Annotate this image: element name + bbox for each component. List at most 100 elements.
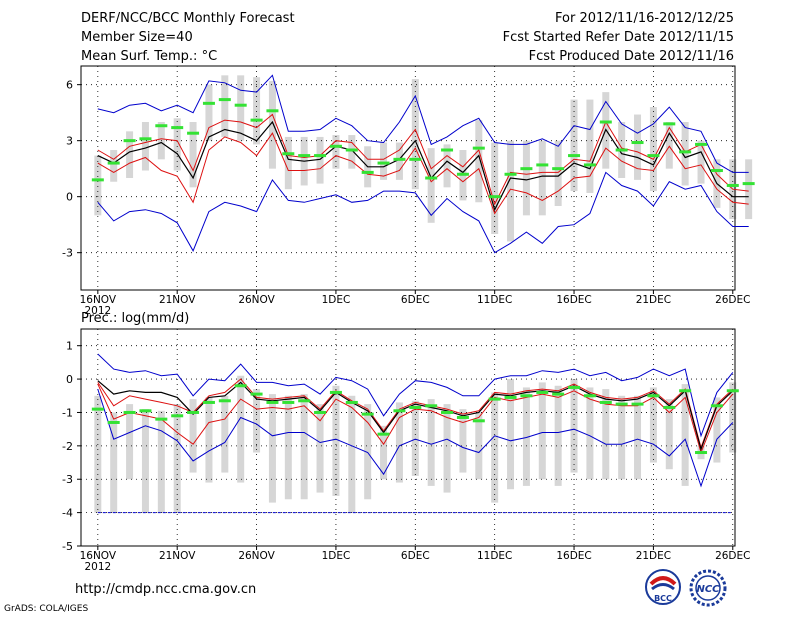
spread-bar [300, 394, 308, 500]
spread-bar [507, 379, 515, 490]
x-year-label: 2012 [84, 305, 111, 317]
spread-bar [157, 410, 165, 513]
spread-bar [332, 385, 340, 496]
source-url[interactable]: http://cmdp.ncc.cma.gov.cn [75, 582, 257, 597]
svg-text:NCC: NCC [696, 584, 720, 595]
x-tick-label: 6DEC [401, 550, 430, 562]
spread-bar [586, 99, 594, 193]
ensemble-mean-line [97, 120, 749, 212]
spread-bar [554, 385, 562, 486]
lower-line [97, 383, 734, 455]
spread-bar [459, 409, 467, 473]
x-tick-label: 11DEC [477, 550, 512, 562]
y-tick-label: 1 [66, 340, 73, 353]
x-year-label: 2012 [84, 561, 111, 573]
spread-bar [395, 402, 403, 483]
x-tick-label: 1DEC [322, 550, 351, 562]
bcc-logo: BCC [645, 569, 681, 605]
x-tick-label: 21NOV [159, 550, 196, 562]
y-tick-label: 0 [66, 191, 73, 204]
y-tick-label: -4 [62, 507, 73, 520]
spread-bar [380, 425, 388, 480]
spread-bar [443, 404, 451, 493]
spread-bar [538, 382, 546, 480]
spread-bar [221, 75, 229, 137]
y-tick-label: 0 [66, 373, 73, 386]
spread-bar [697, 140, 705, 184]
spread-bar [491, 142, 499, 234]
spread-bar [522, 140, 530, 216]
spread-bar [713, 397, 721, 463]
spread-bar [189, 122, 197, 188]
spread-bar [491, 392, 499, 503]
spread-bar [237, 375, 245, 483]
spread-bar [602, 389, 610, 480]
grads-credit: GrADS: COLA/IGES [4, 604, 89, 614]
spread-bar [570, 379, 578, 473]
spread-bar [348, 135, 356, 169]
spread-bar [189, 399, 197, 473]
y-tick-label: -3 [62, 473, 73, 486]
y-tick-label: 3 [66, 135, 73, 148]
spread-bar [126, 131, 134, 178]
x-tick-label: 16DEC [556, 294, 591, 306]
x-tick-label: 21DEC [636, 294, 671, 306]
forecast-started: Fcst Started Refer Date 2012/11/15 [502, 30, 734, 45]
plot-frame [80, 328, 736, 547]
x-tick-label: 11DEC [477, 294, 512, 306]
spread-bar [284, 136, 292, 190]
spread-bar [110, 412, 118, 513]
member-size: Member Size=40 [81, 30, 193, 45]
y-tick-label: -1 [62, 406, 73, 419]
x-tick-label: 26DEC [715, 550, 750, 562]
spread-bar [634, 395, 642, 480]
y-tick-label: -3 [62, 247, 73, 260]
x-tick-label: 1DEC [322, 294, 351, 306]
chart-title: DERF/NCC/BCC Monthly Forecast [81, 11, 295, 26]
spread-bar [364, 404, 372, 500]
spread-bar [443, 144, 451, 188]
spread-bar [475, 412, 483, 480]
x-tick-label: 26NOV [238, 294, 275, 306]
spread-bar [634, 114, 642, 180]
spread-bar [268, 394, 276, 503]
y-tick-label: -5 [62, 540, 73, 553]
x-tick-label: 16NOV [80, 294, 117, 306]
spread-bar [316, 136, 324, 184]
spread-bar [570, 99, 578, 192]
panel1-label: Mean Surf. Temp.: °C [81, 49, 218, 64]
spread-bar [380, 142, 388, 180]
ncc-logo: NCC [689, 569, 727, 607]
spread-bar [411, 79, 419, 190]
spread-bar [681, 384, 689, 486]
panel-title: Prec.: log(mm/d) [81, 311, 189, 326]
spread-bar [173, 118, 181, 171]
forecast-period: For 2012/11/16-2012/12/25 [555, 11, 734, 26]
x-tick-label: 26NOV [238, 550, 275, 562]
spread-bar [110, 150, 118, 182]
spread-bar [395, 142, 403, 180]
spread-bar [729, 382, 737, 453]
spread-bar [205, 397, 213, 483]
spread-bar [94, 155, 102, 216]
plot-frame [80, 65, 736, 291]
spread-bar [284, 395, 292, 500]
spread-bar [665, 122, 673, 169]
spread-bar [268, 80, 276, 169]
y-tick-label: 6 [66, 79, 73, 92]
spread-bar [205, 84, 213, 141]
x-tick-label: 6DEC [401, 294, 430, 306]
spread-bar [475, 120, 483, 203]
svg-text:BCC: BCC [654, 594, 672, 603]
panel-2 [77, 328, 739, 550]
min-line [97, 171, 749, 254]
spread-bar [681, 122, 689, 186]
spread-bar [141, 409, 149, 513]
spread-bar [253, 389, 261, 453]
spread-bar [427, 148, 435, 223]
spread-bar [586, 387, 594, 480]
min-line [97, 388, 734, 488]
spread-bar [126, 404, 134, 480]
spread-bar [507, 140, 515, 242]
